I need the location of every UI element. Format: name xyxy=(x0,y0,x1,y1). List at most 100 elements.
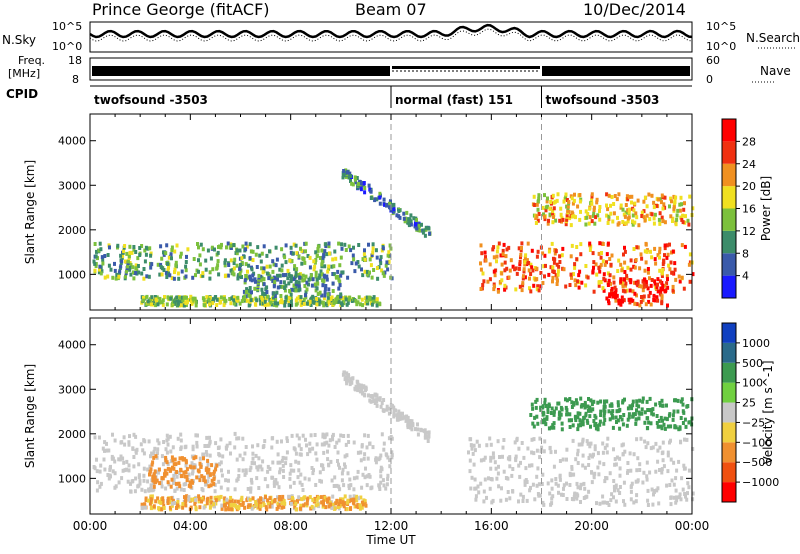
range-cell xyxy=(554,406,558,411)
range-cell xyxy=(620,268,624,273)
range-cell xyxy=(287,494,291,499)
range-cell xyxy=(156,302,160,307)
range-cell xyxy=(211,297,215,302)
range-cell xyxy=(180,295,184,300)
range-cell xyxy=(556,401,560,406)
range-cell xyxy=(195,440,199,445)
range-cell xyxy=(98,241,102,246)
range-cell xyxy=(279,280,283,285)
range-cell xyxy=(238,266,242,271)
range-cell xyxy=(489,466,493,471)
range-cell xyxy=(623,245,626,250)
range-cell xyxy=(136,484,140,489)
range-cell xyxy=(542,212,545,217)
range-cell xyxy=(601,259,605,264)
range-cell xyxy=(605,252,609,257)
range-cell xyxy=(93,242,97,246)
range-cell xyxy=(262,497,266,502)
range-cell xyxy=(255,502,259,507)
range-cell xyxy=(215,303,219,307)
range-cell xyxy=(249,486,253,491)
range-cell xyxy=(171,458,175,463)
range-cell xyxy=(284,456,288,461)
range-cell xyxy=(663,253,666,258)
range-cell xyxy=(128,434,131,439)
range-cell xyxy=(335,275,338,280)
range-cell xyxy=(606,500,609,505)
range-cell xyxy=(576,452,580,457)
range-cell xyxy=(119,454,123,459)
range-cell xyxy=(537,288,541,293)
range-cell xyxy=(657,419,661,423)
range-cell xyxy=(565,481,568,486)
range-cell xyxy=(554,477,558,481)
range-cell xyxy=(659,415,663,420)
range-cell xyxy=(653,298,657,303)
range-cell xyxy=(159,262,163,267)
range-cell xyxy=(574,457,578,462)
range-cell xyxy=(299,503,303,508)
range-cell xyxy=(312,259,316,264)
range-cell xyxy=(570,418,573,423)
range-cell xyxy=(663,426,667,431)
range-cell xyxy=(536,492,540,496)
range-cell xyxy=(278,495,282,499)
range-cell xyxy=(165,450,169,455)
range-cell xyxy=(495,476,499,481)
range-cell xyxy=(197,258,200,263)
range-cell xyxy=(159,244,163,249)
range-cell xyxy=(163,468,167,473)
range-cell xyxy=(508,457,512,462)
range-cell xyxy=(376,276,380,281)
range-cell xyxy=(280,439,283,444)
range-cell xyxy=(352,494,356,499)
range-cell xyxy=(588,444,592,449)
range-cell xyxy=(99,247,103,252)
range-cell xyxy=(243,472,247,477)
range-cell xyxy=(260,467,264,472)
range-cell xyxy=(273,280,277,285)
range-cell xyxy=(299,472,303,477)
range-cell xyxy=(592,475,596,480)
range-cell xyxy=(601,242,605,246)
range-cell xyxy=(614,291,618,296)
range-cell xyxy=(635,282,639,287)
range-cell xyxy=(368,441,372,446)
range-cell xyxy=(292,283,296,288)
range-cell xyxy=(264,505,268,510)
range-cell xyxy=(315,302,319,307)
range-cell xyxy=(388,464,392,469)
range-cell xyxy=(113,471,117,476)
range-cell xyxy=(208,505,212,510)
range-cell xyxy=(518,262,522,267)
range-cell xyxy=(427,430,431,435)
range-cell xyxy=(624,221,628,226)
range-cell xyxy=(528,488,532,493)
range-cell xyxy=(318,299,322,304)
range-cell xyxy=(629,258,633,263)
range-cell xyxy=(232,266,236,271)
range-cell xyxy=(243,278,247,283)
range-cell xyxy=(631,298,635,303)
range-cell xyxy=(574,283,578,288)
range-cell xyxy=(623,289,627,294)
range-cell xyxy=(309,276,313,281)
freq-unit-label: [MHz] xyxy=(8,67,40,80)
range-cell xyxy=(588,215,592,220)
range-cell xyxy=(683,244,687,249)
range-cell xyxy=(375,300,379,305)
range-cell xyxy=(428,231,432,236)
range-cell xyxy=(142,276,146,281)
range-cell xyxy=(578,217,582,222)
range-cell xyxy=(320,300,324,305)
range-cell xyxy=(402,211,406,216)
range-cell xyxy=(552,421,556,426)
range-cell xyxy=(195,444,199,449)
range-cell xyxy=(586,441,590,446)
range-cell xyxy=(349,483,353,488)
range-cell xyxy=(341,171,345,176)
colorbar-tick-label: 8 xyxy=(742,247,749,260)
range-cell xyxy=(354,384,358,389)
range-cell xyxy=(626,406,630,411)
range-cell xyxy=(212,471,216,476)
